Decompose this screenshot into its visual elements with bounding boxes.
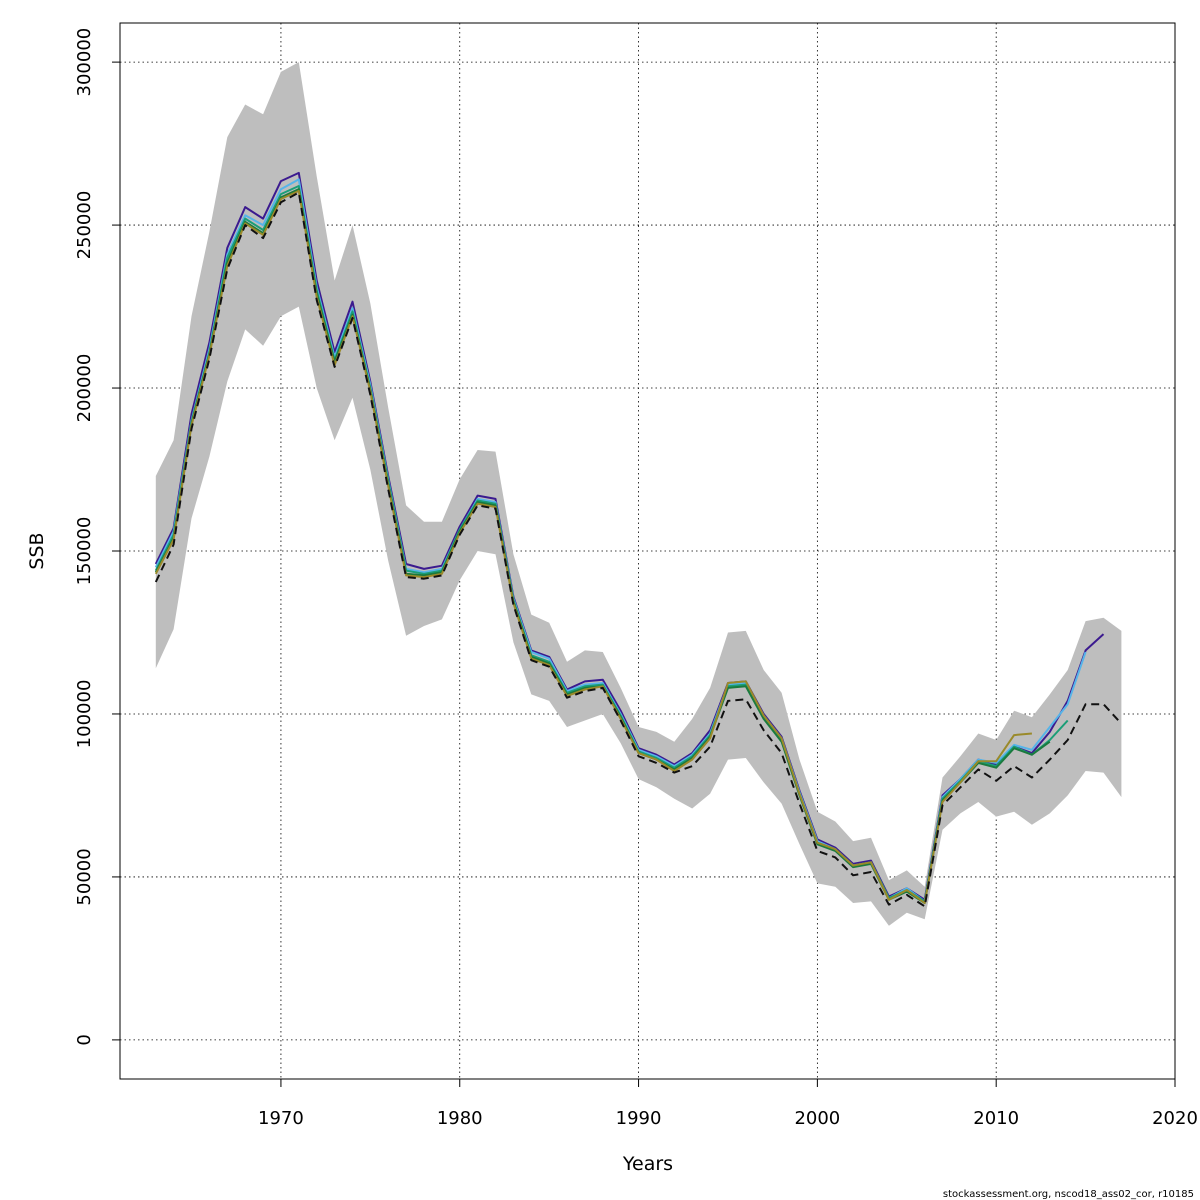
x-tick-label: 2010 bbox=[973, 1108, 1019, 1129]
y-tick-label: 300000 bbox=[74, 28, 95, 97]
y-tick-label: 150000 bbox=[74, 517, 95, 586]
y-tick-label: 200000 bbox=[74, 354, 95, 423]
y-axis-title: SSB bbox=[26, 532, 48, 569]
axes: 1970 1980 1990 2000 2010 2020 0 50000 100000 1500… bbox=[74, 28, 1198, 1129]
x-tick-label: 1980 bbox=[437, 1108, 483, 1129]
x-tick-label: 2020 bbox=[1152, 1108, 1198, 1129]
y-tick-label: 0 bbox=[74, 1034, 95, 1045]
x-axis-title: Years bbox=[622, 1153, 673, 1175]
y-tick-label: 100000 bbox=[74, 680, 95, 749]
series-line-6 bbox=[154, 191, 1123, 908]
y-tick-label: 250000 bbox=[74, 191, 95, 260]
x-tick-label: 2000 bbox=[794, 1108, 840, 1129]
footer-credit: stockassessment.org, nscod18_ass02_cor, … bbox=[943, 1189, 1194, 1200]
series-layer bbox=[154, 171, 1123, 908]
y-tick-label: 50000 bbox=[74, 848, 95, 905]
x-tick-label: 1990 bbox=[616, 1108, 662, 1129]
x-tick-label: 1970 bbox=[258, 1108, 304, 1129]
